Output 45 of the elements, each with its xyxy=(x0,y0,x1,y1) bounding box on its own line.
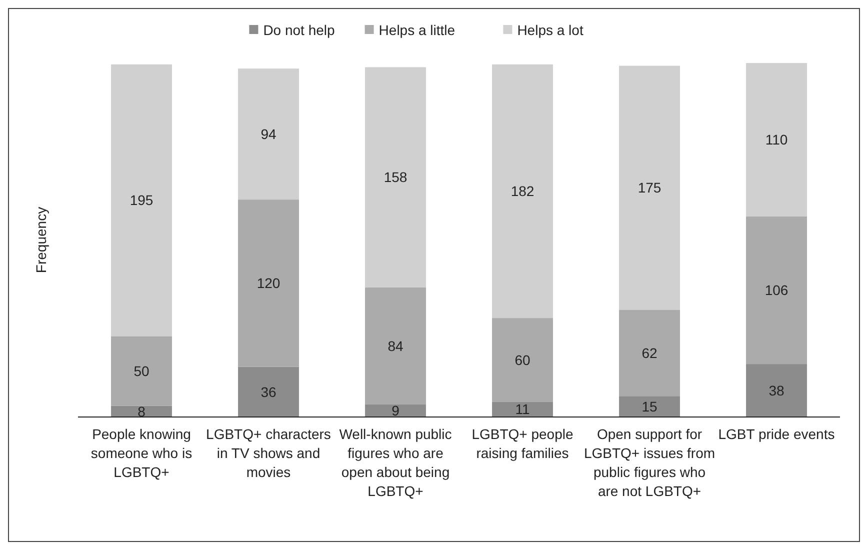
bar xyxy=(746,63,807,216)
legend-label: Do not help xyxy=(263,22,336,38)
bar xyxy=(619,66,680,310)
bar xyxy=(365,287,426,404)
bar xyxy=(492,64,553,318)
bar xyxy=(365,404,426,417)
bar xyxy=(619,396,680,417)
data-label: 195 xyxy=(130,192,154,208)
bar xyxy=(238,200,299,367)
legend-label: Helps a lot xyxy=(517,22,584,38)
bar xyxy=(238,68,299,200)
bar xyxy=(746,216,807,364)
data-label: 9 xyxy=(392,402,400,419)
data-label: 50 xyxy=(134,362,150,379)
x-tick-label: LGBTQ+ characters in TV shows and movies xyxy=(206,426,331,480)
x-tick-label: LGBTQ+ people raising families xyxy=(472,426,574,461)
data-label: 106 xyxy=(764,282,788,298)
x-tick-label: LGBT pride events xyxy=(718,426,835,442)
data-label: 120 xyxy=(256,275,280,292)
bar xyxy=(619,310,680,396)
data-label: 62 xyxy=(642,344,658,361)
data-label: 11 xyxy=(515,401,530,418)
bar xyxy=(238,366,299,417)
data-label: 182 xyxy=(510,183,534,200)
data-label: 158 xyxy=(384,169,408,186)
y-axis-title: Frequency xyxy=(33,206,49,274)
data-label: 15 xyxy=(642,398,658,414)
data-label: 8 xyxy=(138,403,146,420)
data-label: 36 xyxy=(260,384,276,400)
data-label: 84 xyxy=(388,338,404,354)
x-tick-label: People knowing someone who is LGBTQ+ xyxy=(90,426,192,480)
legend-label: Helps a little xyxy=(378,22,456,38)
bar xyxy=(111,64,172,336)
data-label: 94 xyxy=(260,126,276,142)
data-label: 175 xyxy=(638,180,662,196)
data-label: 60 xyxy=(514,352,530,368)
x-tick-label: Open support for LGBTQ+ issues from public figures who are not LGBTQ+ xyxy=(584,426,716,499)
bar xyxy=(365,67,426,288)
data-label: 38 xyxy=(768,382,784,398)
bar xyxy=(746,364,807,417)
data-label: 110 xyxy=(765,132,788,148)
bar xyxy=(492,318,553,402)
bar xyxy=(492,402,553,417)
bar xyxy=(111,336,172,406)
x-tick-label: Well-known public figures who are open about being LGBTQ+ xyxy=(339,426,452,499)
